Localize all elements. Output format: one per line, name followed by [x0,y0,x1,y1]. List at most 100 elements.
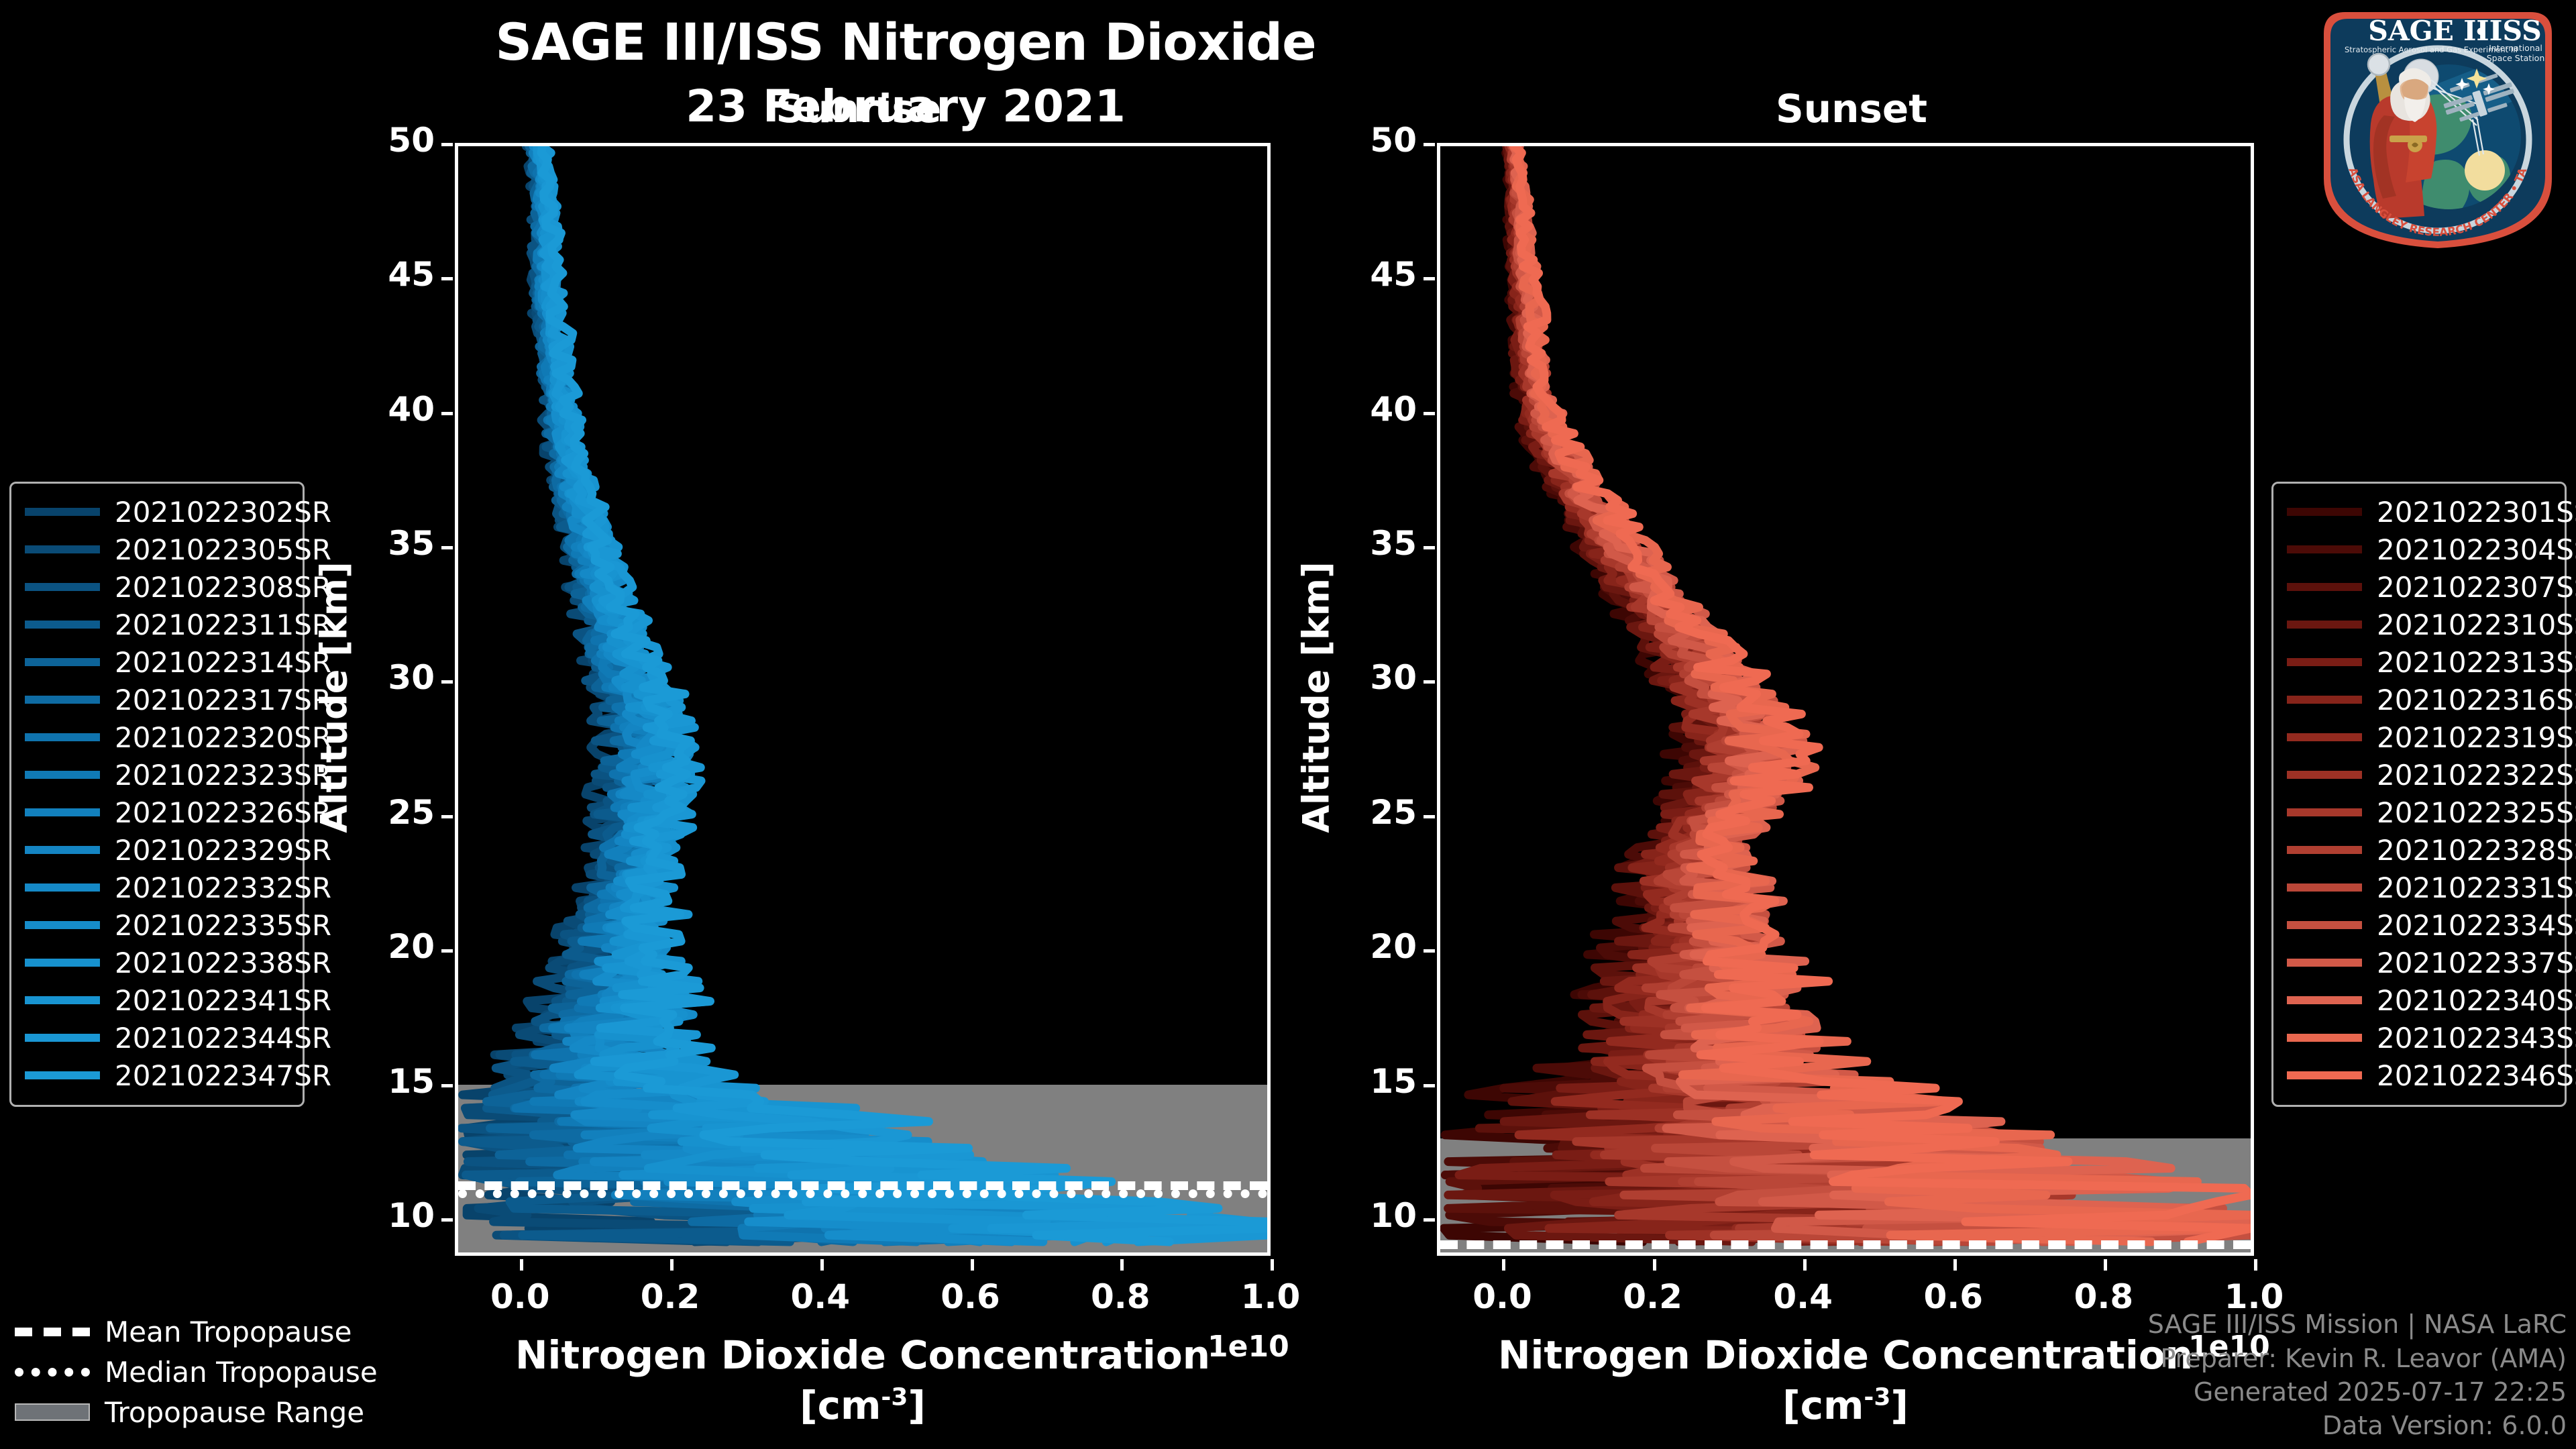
x-tick-mark [1271,1259,1274,1271]
credit-line-preparer: Preparer: Kevin R. Leavor (AMA) [2160,1343,2567,1373]
y-tick-mark [1424,949,1435,953]
legend-color-swatch [2287,959,2362,967]
y-tick-mark [441,546,453,550]
legend-item[interactable]: 2021022341SR [25,981,331,1019]
legend-item[interactable]: 2021022344SR [25,1019,331,1057]
legend-item[interactable]: 2021022347SR [25,1057,331,1094]
legend-item[interactable]: 2021022332SR [25,869,331,906]
x-tick-label: 0.0 [490,1277,550,1316]
legend-item[interactable]: 2021022346SS [2287,1057,2576,1094]
legend-item[interactable]: 2021022302SR [25,493,331,531]
dashed-line-icon [15,1328,90,1336]
y-tick-mark [441,277,453,281]
legend-item[interactable]: 2021022331SS [2287,869,2576,906]
x-tick-mark [1803,1259,1807,1271]
figure-date: 23 February 2021 [686,80,1126,132]
x-axis-unit: [cm-3] [800,1382,926,1428]
x-axis-exponent-sunrise: 1e10 [1208,1330,1289,1364]
x-tick-label: 1.0 [2224,1277,2284,1316]
patch-subtitle-right-1: International [2489,43,2542,53]
legend-item-label: 2021022338SR [115,946,332,979]
legend-item[interactable]: 2021022314SR [25,643,331,681]
legend-color-swatch [2287,658,2362,666]
patch-title-sage: SAGE III [2368,15,2502,47]
x-tick-mark [1953,1259,1957,1271]
x-tick-label: 0.2 [1623,1277,1682,1316]
legend-color-swatch [25,733,100,741]
x-tick-label: 0.6 [941,1277,1000,1316]
y-tick-label: 45 [1370,255,1417,294]
legend-item-label: 2021022313SS [2377,645,2576,679]
legend-item[interactable]: 2021022308SR [25,568,331,606]
y-tick-label: 15 [388,1061,435,1101]
y-tick-label: 30 [1370,658,1417,698]
legend-item-label: 2021022305SR [115,533,332,566]
y-tick-mark [1424,1083,1435,1087]
legend-item-label: 2021022344SR [115,1021,332,1055]
sage-iii-iss-mission-patch-logo: SAGE III • ISS Stratospheric Aerosol and… [2304,3,2552,248]
key-glyph [15,1403,90,1421]
legend-item-label: 2021022343SS [2377,1021,2576,1055]
legend-item[interactable]: 2021022301SS [2287,493,2576,531]
legend-color-swatch [2287,808,2362,816]
legend-color-swatch [25,921,100,929]
y-tick-label: 35 [388,524,435,564]
legend-item[interactable]: 2021022307SS [2287,568,2576,606]
legend-color-swatch [25,959,100,967]
legend-item[interactable]: 2021022335SR [25,906,331,944]
y-tick-label: 25 [388,792,435,832]
y-tick-mark [441,680,453,684]
plot-area-sunrise [455,143,1271,1256]
legend-color-swatch [25,696,100,704]
legend-item[interactable]: 2021022338SR [25,944,331,981]
legend-item[interactable]: 2021022320SR [25,718,331,756]
legend-item[interactable]: 2021022305SR [25,531,331,568]
legend-item-label: 2021022323SR [115,758,332,792]
key-item-label: Tropopause Range [105,1395,365,1429]
series-line [1509,146,2251,1246]
legend-item[interactable]: 2021022322SS [2287,756,2576,794]
legend-item[interactable]: 2021022325SS [2287,794,2576,831]
patch-title-iss: ISS [2489,15,2542,47]
legend-color-swatch [2287,921,2362,929]
x-tick-label: 0.2 [640,1277,700,1316]
legend-item-label: 2021022325SS [2377,796,2576,829]
legend-item[interactable]: 2021022326SR [25,794,331,831]
legend-item[interactable]: 2021022304SS [2287,531,2576,568]
legend-item[interactable]: 2021022313SS [2287,643,2576,681]
x-tick-mark [970,1259,974,1271]
legend-item-label: 2021022331SS [2377,871,2576,904]
legend-color-swatch [25,771,100,779]
dotted-line-icon [15,1368,90,1377]
legend-item-label: 2021022307SS [2377,570,2576,604]
legend-item[interactable]: 2021022317SR [25,681,331,718]
legend-item[interactable]: 2021022340SS [2287,981,2576,1019]
legend-item-label: 2021022310SS [2377,608,2576,641]
median-tropopause-line-sunset [1440,1255,2251,1256]
legend-item[interactable]: 2021022316SS [2287,681,2576,718]
tropopause-key-item: Mean Tropopause [15,1311,390,1352]
legend-item[interactable]: 2021022328SS [2287,831,2576,869]
patch-subtitle-right-2: Space Station [2487,53,2545,63]
legend-item[interactable]: 2021022319SS [2287,718,2576,756]
tropopause-key-item: Tropopause Range [15,1392,390,1432]
legend-item-label: 2021022326SR [115,796,332,829]
legend-item[interactable]: 2021022329SR [25,831,331,869]
tropopause-key-item: Median Tropopause [15,1352,390,1392]
x-tick-label: 0.6 [1923,1277,1984,1316]
legend-item[interactable]: 2021022323SR [25,756,331,794]
legend-item[interactable]: 2021022343SS [2287,1019,2576,1057]
series-lines-sunset [1440,146,2251,1246]
legend-color-swatch [25,508,100,516]
legend-item[interactable]: 2021022337SS [2287,944,2576,981]
y-tick-mark [441,1083,453,1087]
legend-item-label: 2021022316SS [2377,683,2576,716]
x-tick-mark [520,1259,524,1271]
legend-item[interactable]: 2021022334SS [2287,906,2576,944]
x-axis-unit: [cm-3] [1782,1382,1909,1428]
legend-item[interactable]: 2021022311SR [25,606,331,643]
series-line [1510,146,2251,1246]
legend-item[interactable]: 2021022310SS [2287,606,2576,643]
legend-item-label: 2021022319SS [2377,720,2576,754]
legend-color-swatch [2287,696,2362,704]
